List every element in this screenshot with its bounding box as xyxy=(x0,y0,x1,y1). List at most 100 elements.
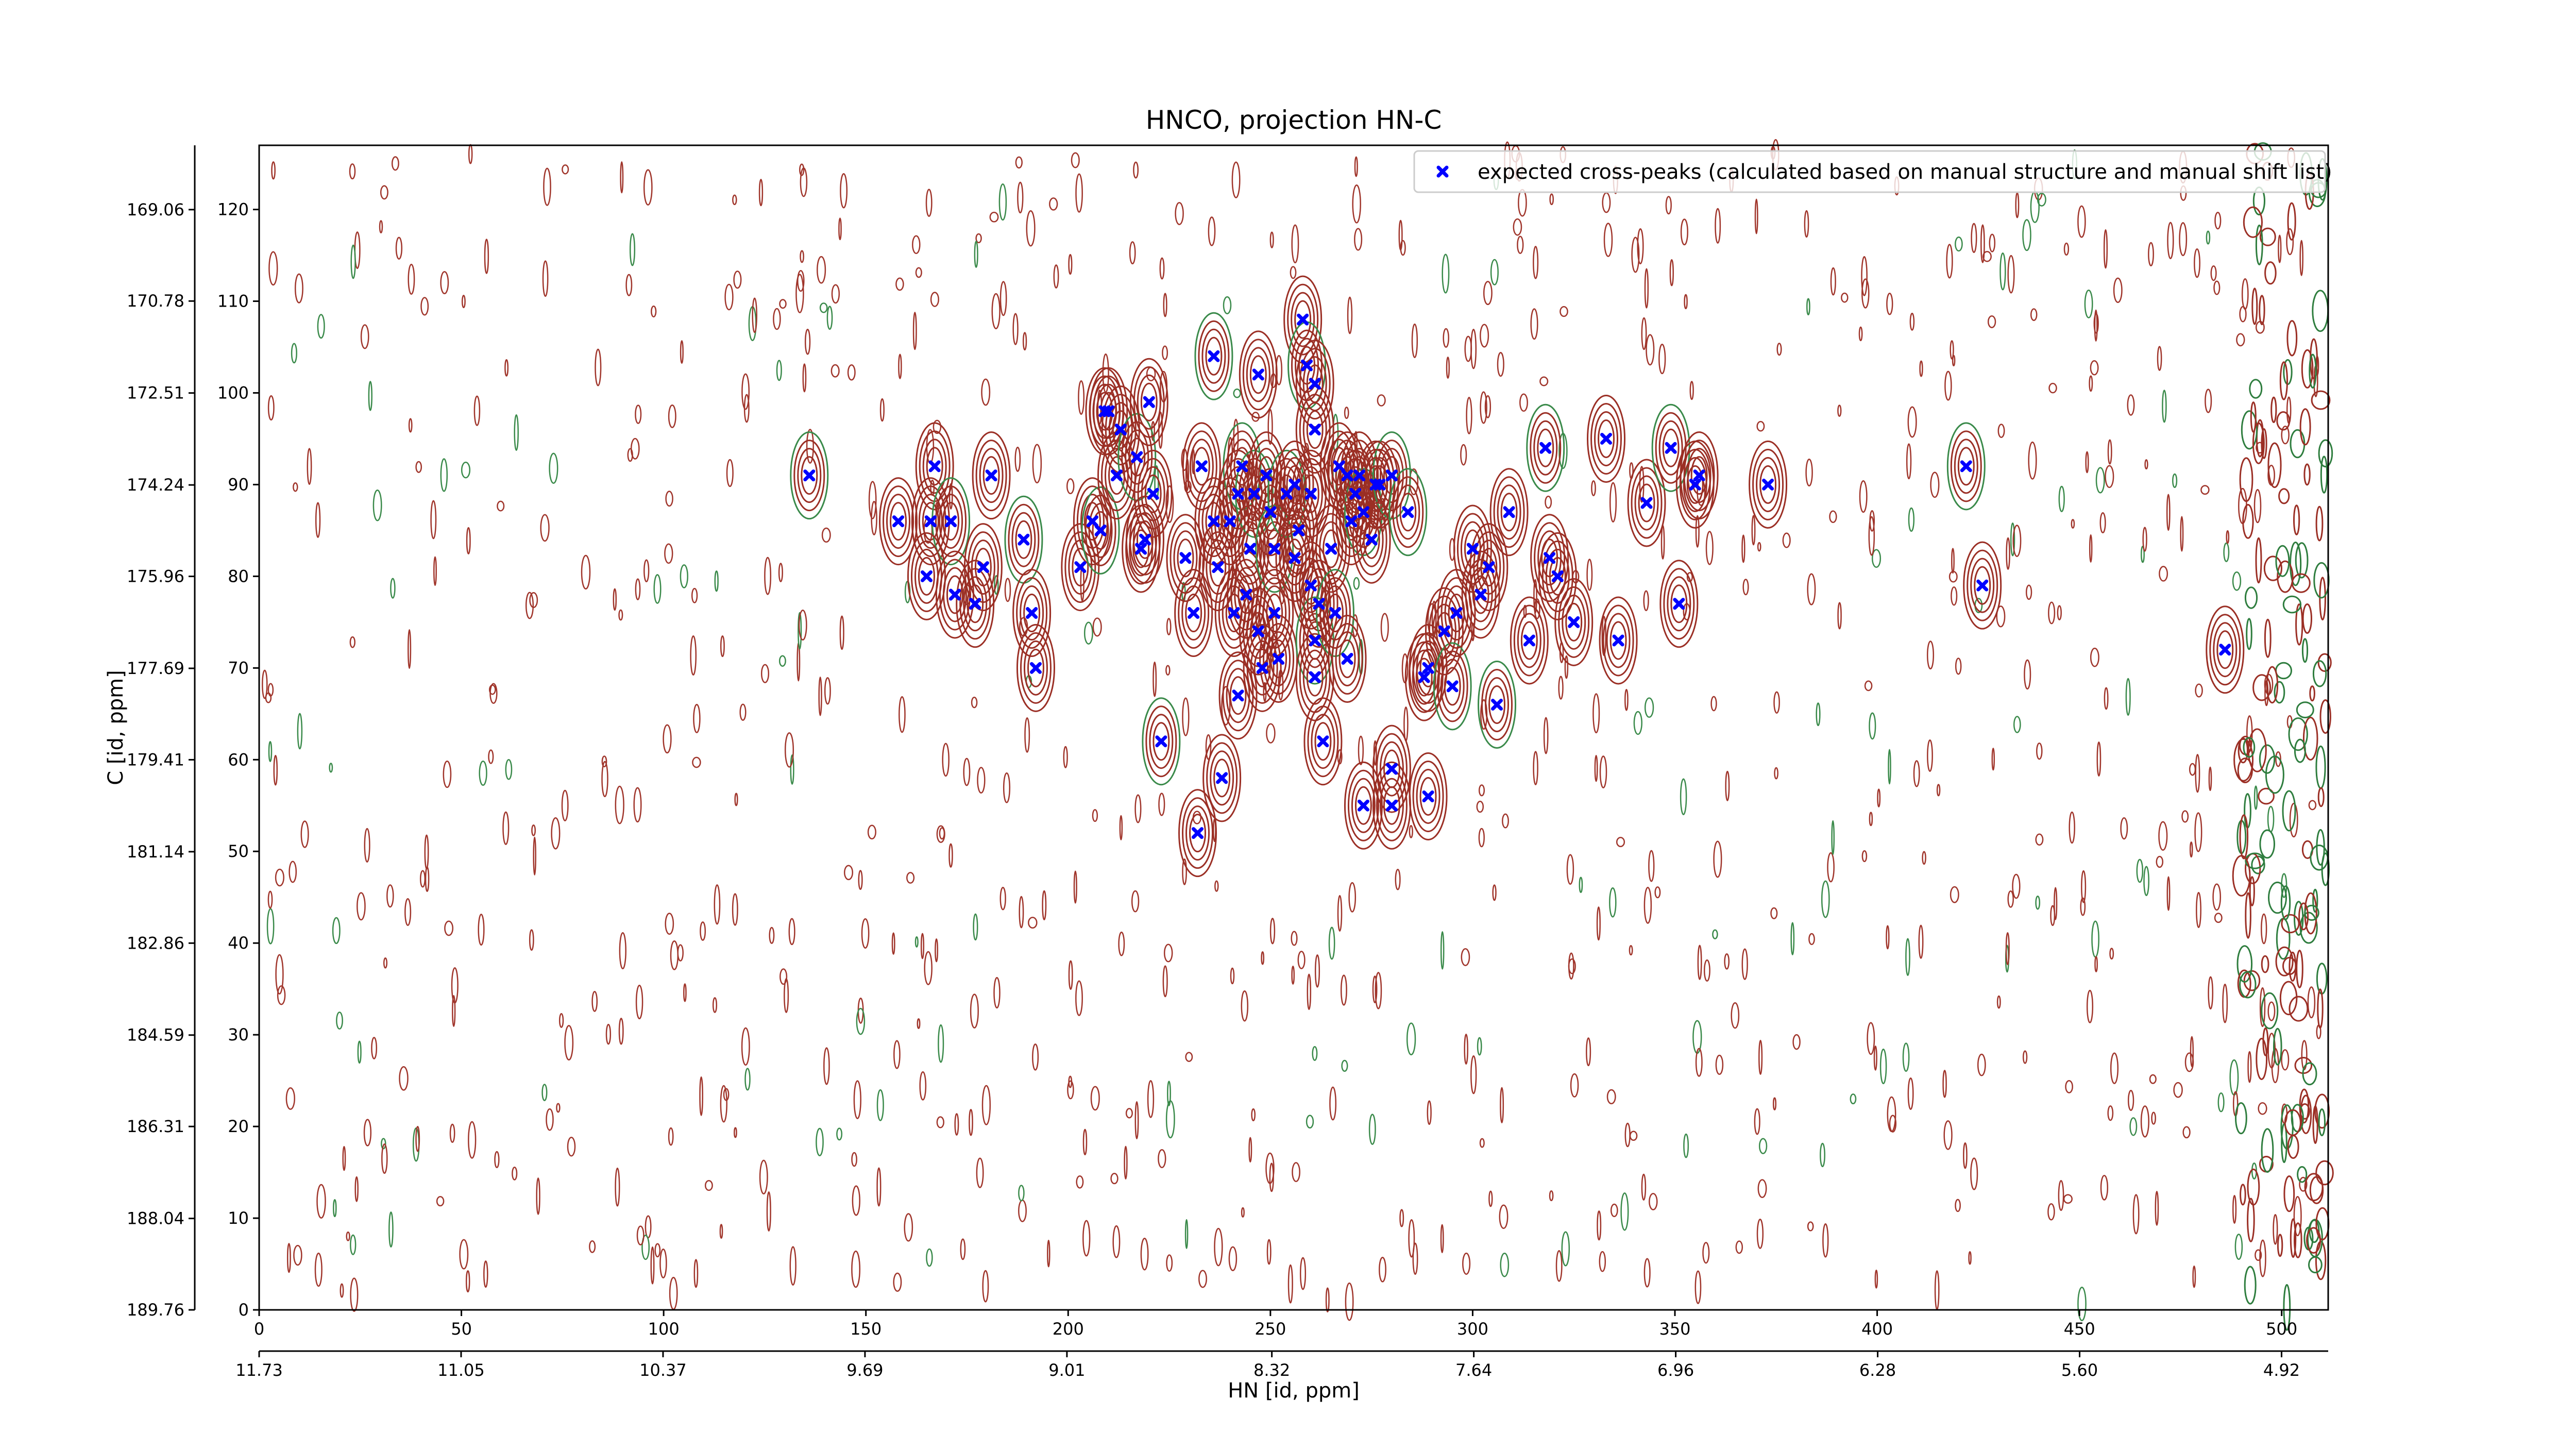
cross-peak-marker xyxy=(969,598,981,610)
noise-contour xyxy=(1153,661,1157,697)
cross-peak-marker xyxy=(1357,506,1369,518)
noise-contour xyxy=(1951,586,1958,606)
cross-peak-marker xyxy=(1208,515,1220,528)
noise-contour xyxy=(2110,1052,2119,1084)
peak-contour xyxy=(1662,428,1680,467)
y-tick-label: 50 xyxy=(228,841,249,861)
noise-contour xyxy=(976,1157,984,1188)
noise-contour xyxy=(1683,1133,1689,1158)
peak-contour xyxy=(1027,648,1044,687)
noise-contour xyxy=(1869,712,1876,740)
peak-contour xyxy=(1481,669,1513,741)
noise-contour xyxy=(2077,205,2086,238)
cross-peak-marker xyxy=(1551,570,1564,582)
x2-tick-label: 6.96 xyxy=(1657,1360,1694,1380)
peak-contour xyxy=(1485,677,1510,733)
edge-contour xyxy=(2290,1218,2297,1258)
cross-peak-marker xyxy=(1365,533,1378,546)
noise-contour xyxy=(1019,896,1024,929)
noise-contour xyxy=(1756,420,1765,432)
noise-contour xyxy=(390,578,396,599)
noise-contour xyxy=(1643,590,1649,612)
noise-contour xyxy=(1377,394,1386,407)
noise-contour xyxy=(1464,335,1472,362)
x-tick-label: 150 xyxy=(850,1319,882,1339)
peak-contour xyxy=(1279,448,1311,520)
noise-contour xyxy=(2089,375,2093,392)
noise-contour xyxy=(758,178,764,207)
noise-contour xyxy=(1680,778,1687,815)
noise-contour xyxy=(1609,482,1617,523)
noise-contour xyxy=(1564,655,1569,679)
peak-contour xyxy=(1376,440,1408,512)
peak-contour xyxy=(935,485,967,558)
peak-contour xyxy=(1473,531,1505,603)
noise-contour xyxy=(1697,945,1702,980)
peak-contour xyxy=(1105,394,1137,466)
noise-contour xyxy=(1909,312,1915,331)
cross-peak-marker xyxy=(1665,442,1677,454)
edge-contour xyxy=(2291,573,2311,593)
noise-contour xyxy=(1162,345,1168,360)
edge-contour xyxy=(2283,1175,2295,1212)
y2-tick-label: 184.59 xyxy=(127,1025,184,1045)
edge-contour xyxy=(2262,1027,2269,1056)
peak-contour xyxy=(1081,486,1120,575)
noise-contour xyxy=(1715,208,1721,244)
noise-contour xyxy=(1908,507,1915,532)
noise-contour xyxy=(2047,1203,2055,1221)
edge-contour xyxy=(2239,971,2257,999)
noise-contour xyxy=(726,459,734,487)
peak-contour xyxy=(1307,576,1331,632)
noise-contour xyxy=(1329,1086,1337,1121)
cross-peak-marker xyxy=(948,588,961,601)
peak-contour xyxy=(1287,283,1319,356)
noise-contour xyxy=(1680,218,1688,246)
noise-contour xyxy=(1251,412,1260,422)
peak-contour xyxy=(922,502,939,541)
cross-peak-marker xyxy=(1208,350,1220,362)
edge-contour xyxy=(2315,1160,2334,1186)
peak-contour xyxy=(1351,778,1376,833)
noise-contour xyxy=(1694,1270,1702,1304)
noise-contour xyxy=(2095,467,2105,494)
edge-contour xyxy=(2273,1027,2282,1066)
noise-contour xyxy=(1822,1223,1829,1258)
noise-contour xyxy=(1464,1034,1468,1065)
peak-contour xyxy=(1137,458,1169,530)
noise-contour xyxy=(733,271,742,289)
noise-contour xyxy=(720,635,725,658)
edge-contour xyxy=(2246,618,2252,650)
edge-contour xyxy=(2252,422,2265,464)
noise-contour xyxy=(1927,739,1933,772)
noise-contour xyxy=(1158,793,1165,816)
peak-contour xyxy=(1372,431,1411,520)
cross-peak-marker xyxy=(1273,653,1285,665)
peak-contour xyxy=(1404,633,1444,721)
y2-tick-label: 186.31 xyxy=(127,1117,184,1136)
noise-contour xyxy=(1754,1108,1760,1135)
noise-contour xyxy=(1352,184,1361,224)
edge-contour xyxy=(2279,361,2288,400)
peak-contour xyxy=(1185,805,1210,861)
peak-contour xyxy=(1088,502,1113,558)
noise-contour xyxy=(452,995,456,1027)
noise-contour xyxy=(1757,542,1761,552)
edge-contour xyxy=(2259,744,2276,774)
cross-peak-marker xyxy=(1301,359,1313,372)
peak-contour xyxy=(1480,548,1498,587)
edge-contour xyxy=(2277,560,2294,593)
noise-contour xyxy=(1042,890,1047,920)
cross-peak-marker xyxy=(1640,497,1653,509)
x2-tick-label: 10.37 xyxy=(639,1360,687,1380)
peak-contour xyxy=(1497,484,1521,540)
edge-contour xyxy=(2249,379,2263,399)
noise-contour xyxy=(1014,446,1021,472)
cross-peak-marker xyxy=(1309,671,1321,683)
noise-contour xyxy=(1446,356,1450,379)
edge-contour xyxy=(2315,506,2324,542)
peak-contour xyxy=(1638,483,1655,523)
peak-contour xyxy=(971,540,995,595)
noise-contour xyxy=(714,570,719,592)
cross-peak-marker xyxy=(803,469,816,482)
